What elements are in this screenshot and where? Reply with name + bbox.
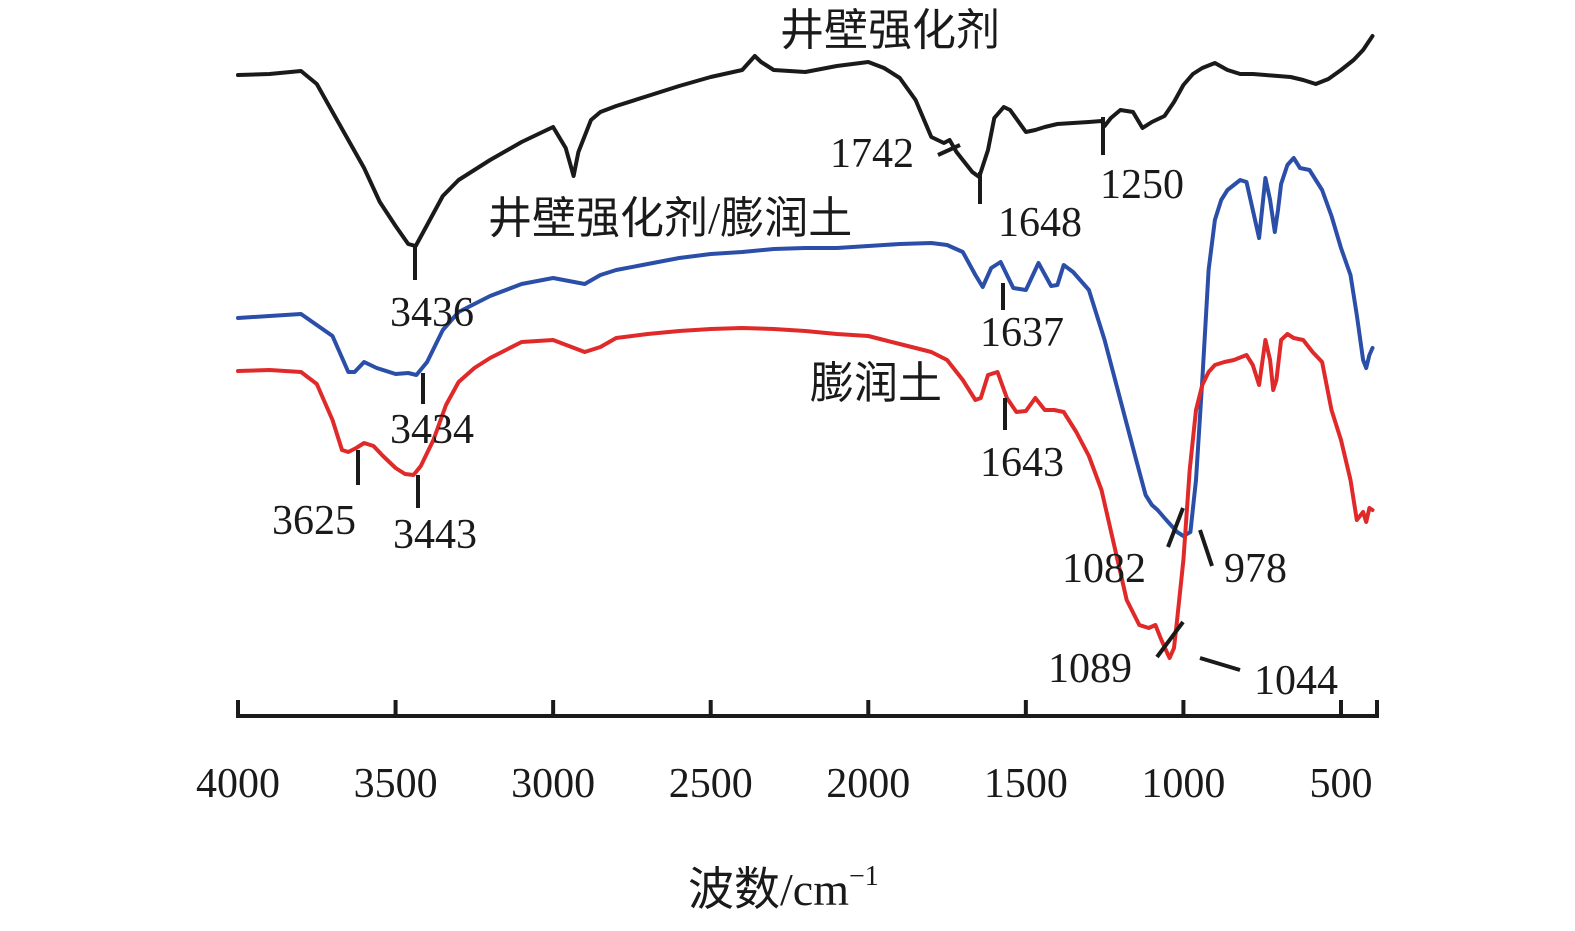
peak-marker-978	[1198, 529, 1214, 567]
series-title-1: 井壁强化剂/膨润土	[488, 194, 852, 243]
series-line-2	[236, 326, 1375, 660]
peak-label-1089: 1089	[1048, 646, 1132, 692]
peak-label-1044: 1044	[1254, 658, 1338, 704]
x-tick-label-2500: 2500	[669, 761, 753, 807]
x-tick-label-4000: 4000	[196, 761, 280, 807]
peak-label-1742: 1742	[830, 131, 914, 177]
x-axis: 4000 3500 3000 2500 2000 1500 1000 500	[196, 700, 1379, 807]
series-line-0	[236, 34, 1375, 248]
peak-label-1648: 1648	[998, 200, 1082, 246]
x-tick-label-2000: 2000	[826, 761, 910, 807]
peak-label-978: 978	[1224, 546, 1287, 592]
series-title-0: 井壁强化剂	[780, 6, 1000, 55]
peak-label-3625: 3625	[272, 498, 356, 544]
peak-labels: 3436 1742 1648 1250 1637 3434 1082 978 3…	[272, 131, 1338, 704]
peak-label-3436: 3436	[390, 290, 474, 336]
x-axis-title-main: 波数/cm	[688, 864, 849, 915]
x-axis-title: 波数/cm−1	[688, 861, 879, 915]
curves-group	[236, 34, 1375, 660]
peak-markers	[356, 117, 1241, 672]
series-title-2: 膨润土	[810, 359, 942, 408]
x-tick-label-3000: 3000	[511, 761, 595, 807]
peak-label-1637: 1637	[980, 310, 1064, 356]
peak-marker-1082	[1166, 507, 1185, 548]
x-tick-label-1500: 1500	[984, 761, 1068, 807]
x-tick-label-1000: 1000	[1141, 761, 1225, 807]
x-tick-label-3500: 3500	[354, 761, 438, 807]
peak-label-1643: 1643	[980, 440, 1064, 486]
series-line-1	[236, 156, 1375, 538]
x-axis-tick-labels: 4000 3500 3000 2500 2000 1500 1000 500	[196, 761, 1373, 807]
peak-marker-1044	[1199, 656, 1241, 672]
peak-marker-1089	[1155, 620, 1185, 659]
peak-label-1082: 1082	[1062, 546, 1146, 592]
peak-marker-1742	[937, 143, 961, 157]
peak-label-3443: 3443	[393, 512, 477, 558]
peak-label-3434: 3434	[390, 407, 474, 453]
x-axis-title-superscript: −1	[849, 861, 879, 892]
x-tick-label-500: 500	[1310, 761, 1373, 807]
x-axis-ticks	[236, 700, 1379, 718]
peak-label-1250: 1250	[1100, 162, 1184, 208]
